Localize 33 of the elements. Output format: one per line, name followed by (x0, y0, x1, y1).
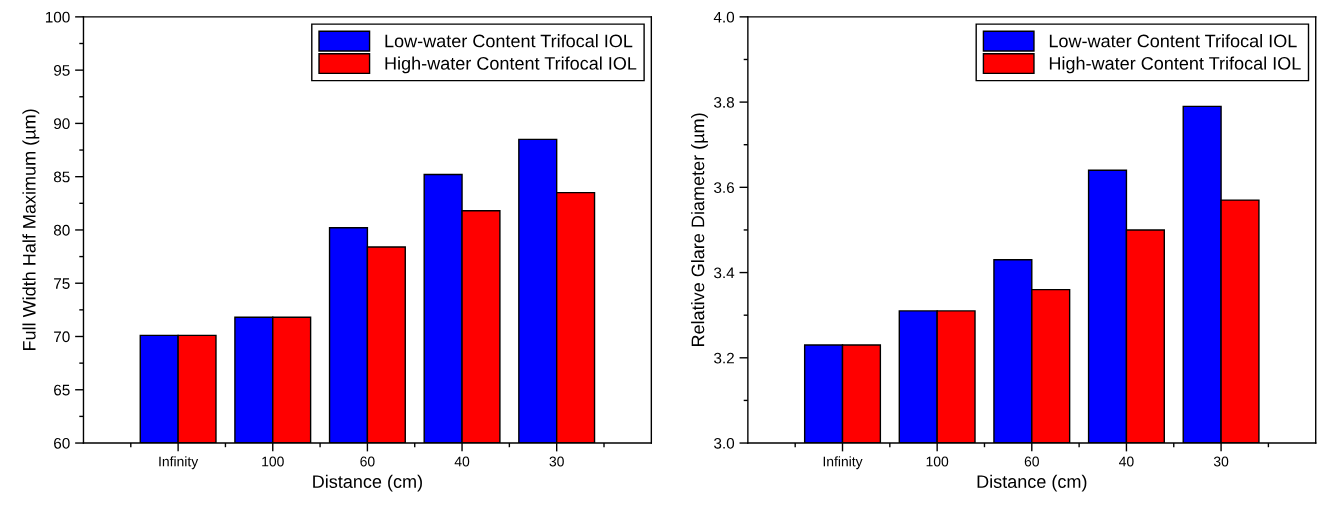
x-axis-title: Distance (cm) (313, 474, 422, 492)
y-tick-label: 4.0 (713, 11, 735, 23)
y-tick-label: 65 (54, 384, 70, 396)
x-tick-label: 40 (1119, 456, 1134, 467)
x-tick-label: 60 (360, 456, 375, 467)
y-tick-label: 80 (53, 224, 70, 236)
x-tick-label: 60 (1024, 456, 1039, 467)
y-tick-label: 3.8 (714, 96, 735, 108)
y-tick-label: 3.6 (714, 182, 734, 194)
x-tick-label: 30 (549, 456, 564, 467)
y-axis-title: Full Width Half Maximum (µm) (22, 109, 40, 351)
y-tick-label: 3.2 (714, 352, 734, 364)
y-tick-label: 60 (54, 437, 70, 449)
y-tick-label: 100 (45, 11, 70, 23)
x-axis-title: Distance (cm) (977, 474, 1087, 492)
y-tick-label: 3.4 (714, 267, 735, 279)
legend-label: High-water Content Trifocal IOL (1049, 56, 1301, 74)
x-tick-label: 30 (1213, 456, 1229, 467)
y-tick-label: 95 (54, 65, 70, 76)
y-tick-label: 3.0 (714, 437, 735, 449)
y-tick-label: 85 (53, 171, 70, 183)
y-tick-label: 90 (54, 118, 70, 130)
x-tick-label: Infinity (159, 456, 199, 470)
y-tick-label: 75 (54, 278, 70, 289)
x-tick-label: Infinity (823, 456, 863, 470)
x-tick-label: 40 (454, 456, 470, 467)
legend-label: High-water Content Trifocal IOL (385, 56, 637, 74)
y-tick-label: 70 (54, 331, 70, 343)
y-axis-title: Relative Glare Diameter (µm) (691, 113, 708, 347)
legend-label: Low-water Content Trifocal IOL (1049, 34, 1297, 48)
x-tick-label: 100 (926, 456, 949, 467)
legend-label: Low-water Content Trifocal IOL (385, 34, 633, 48)
x-tick-label: 100 (262, 456, 284, 467)
